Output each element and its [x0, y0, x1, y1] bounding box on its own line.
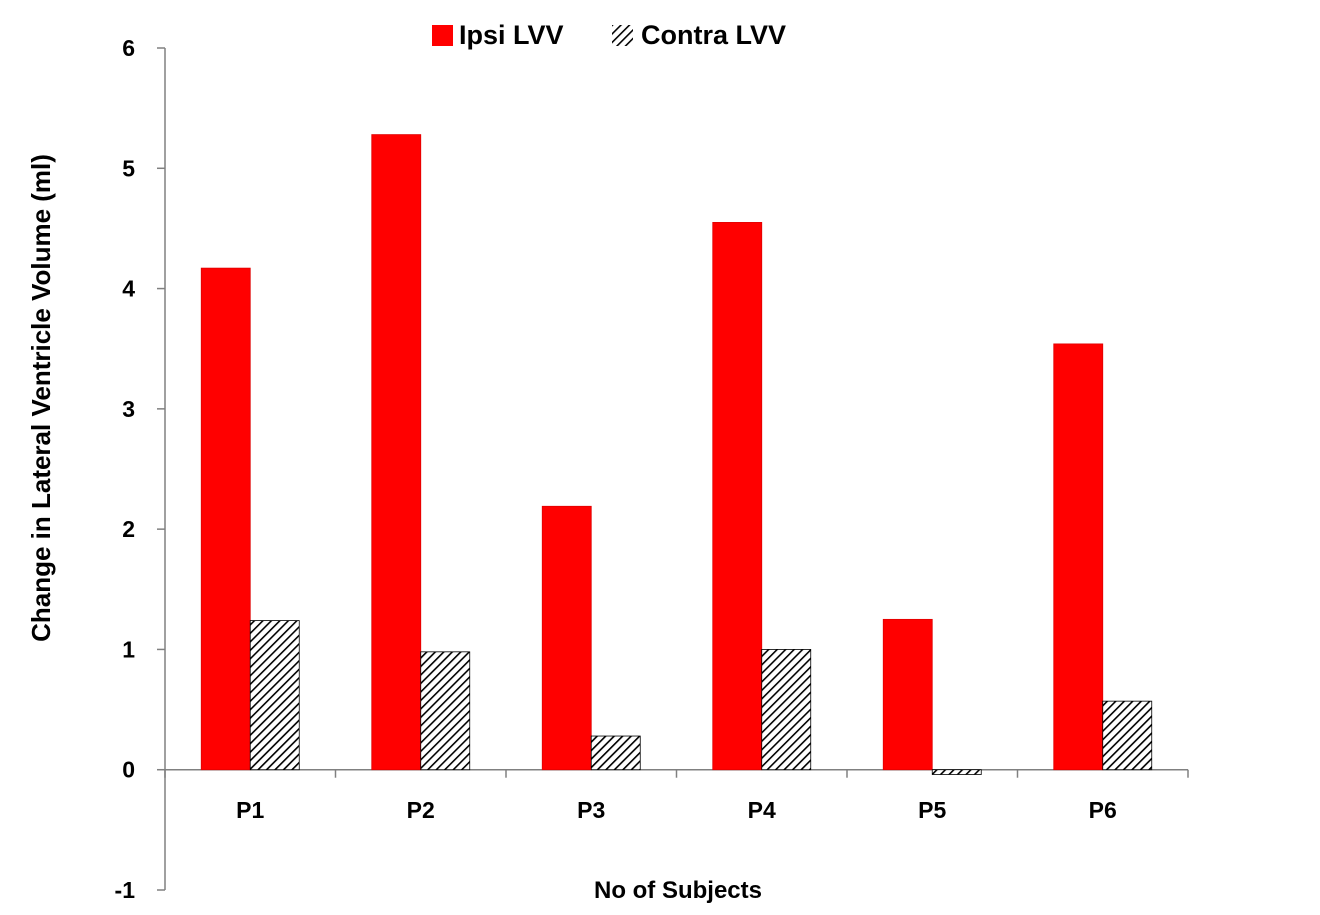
y-axis-label: Change in Lateral Ventricle Volume (ml) — [26, 154, 56, 642]
x-tick-label: P6 — [1089, 797, 1117, 823]
legend-label: Ipsi LVV — [459, 20, 564, 50]
legend-swatch — [612, 25, 633, 46]
x-tick-label: P2 — [407, 797, 435, 823]
bar-ipsi-lvv-p2 — [371, 134, 422, 771]
y-tick-label: -1 — [115, 877, 136, 903]
x-tick-label: P4 — [748, 797, 776, 823]
y-tick-label: 5 — [122, 155, 135, 181]
x-axis-label: No of Subjects — [594, 877, 762, 904]
bar-contra-lvv-p5 — [931, 769, 982, 775]
y-tick-label: 4 — [122, 276, 135, 302]
bar-contra-lvv-p6 — [1102, 700, 1153, 771]
y-tick-label: 1 — [122, 636, 135, 662]
x-tick-label: P1 — [236, 797, 264, 823]
bars — [200, 134, 1153, 775]
bar-ipsi-lvv-p3 — [541, 505, 592, 771]
y-tick-label: 3 — [122, 396, 135, 422]
legend-swatch — [432, 25, 453, 46]
bar-contra-lvv-p2 — [420, 651, 471, 771]
bar-contra-lvv-p3 — [590, 735, 641, 771]
bar-contra-lvv-p1 — [249, 620, 300, 771]
x-tick-label: P3 — [577, 797, 605, 823]
y-tick-label: 0 — [122, 757, 135, 783]
axis-labels: Change in Lateral Ventricle Volume (ml) … — [26, 154, 762, 904]
x-tick-label: P5 — [918, 797, 946, 823]
bar-ipsi-lvv-p6 — [1053, 343, 1104, 771]
y-tick-label: 2 — [122, 516, 135, 542]
bar-contra-lvv-p4 — [761, 649, 812, 771]
bar-ipsi-lvv-p5 — [882, 618, 933, 771]
y-tick-label: 6 — [122, 35, 135, 61]
legend: Ipsi LVV Contra LVV — [432, 20, 786, 50]
axes: -1 0 1 2 3 4 5 6 P1 P2 P3 P4 P5 P6 — [115, 35, 1189, 903]
bar-ipsi-lvv-p4 — [712, 222, 763, 771]
legend-label: Contra LVV — [641, 20, 786, 50]
bar-ipsi-lvv-p1 — [200, 267, 251, 771]
